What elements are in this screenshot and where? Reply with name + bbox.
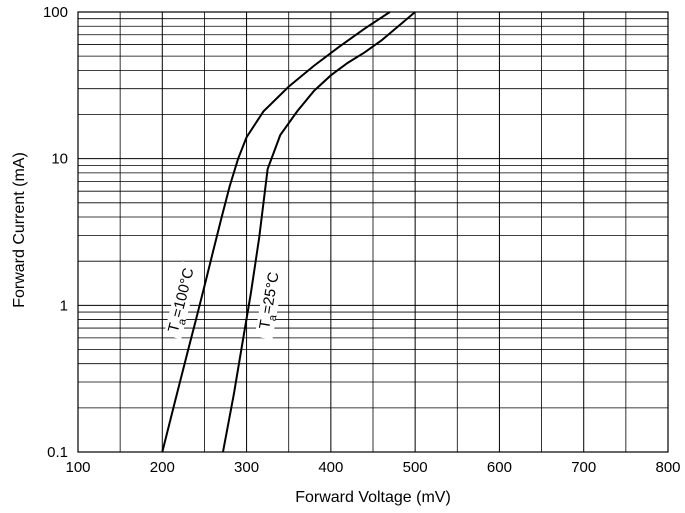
grid (78, 12, 668, 452)
x-tick-label: 500 (403, 459, 428, 476)
curve-label-rest: =25°C (259, 271, 283, 316)
y-tick-label: 0.1 (47, 444, 68, 461)
series-line-0 (162, 12, 390, 452)
x-tick-label: 400 (318, 459, 343, 476)
x-tick-label: 600 (487, 459, 512, 476)
y-axis-title: Forward Current (mA) (11, 152, 28, 308)
x-tick-label: 200 (150, 459, 175, 476)
series-line-1 (223, 12, 415, 452)
tick-labels: 100 200 300 400 500 600 700 800 0.1 1 10 100 (43, 4, 681, 476)
y-tick-label: 1 (60, 297, 68, 314)
x-axis-title: Forward Voltage (mV) (295, 489, 451, 506)
curve-label-rest: =100°C (169, 266, 198, 319)
x-tick-label: 100 (65, 459, 90, 476)
y-tick-label: 10 (51, 151, 68, 168)
x-tick-label: 300 (234, 459, 259, 476)
x-tick-label: 700 (571, 459, 596, 476)
curve-label-text: Ta=100°C (165, 266, 202, 335)
y-tick-label: 100 (43, 4, 68, 21)
x-tick-label: 800 (655, 459, 680, 476)
